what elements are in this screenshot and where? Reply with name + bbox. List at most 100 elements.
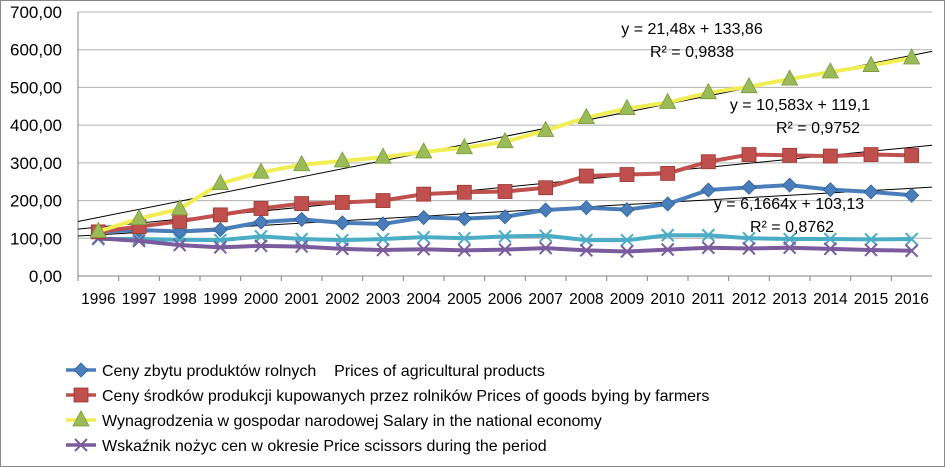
data-point-x — [132, 234, 146, 248]
x-tick-label: 2009 — [610, 291, 644, 308]
legend-label: Ceny zbytu produktów rolnych Prices of a… — [102, 363, 545, 380]
data-point-triangle — [252, 162, 270, 179]
data-point-triangle — [130, 208, 148, 226]
series-2 — [89, 48, 921, 238]
data-point-square — [212, 207, 228, 223]
data-point-triangle — [496, 131, 514, 149]
data-point-triangle — [89, 221, 108, 238]
data-point-square — [863, 147, 879, 162]
trend-equation: y = 6,1664x + 103,13 — [714, 196, 864, 213]
data-point-x — [376, 243, 390, 257]
x-tick-label: 1996 — [81, 291, 115, 308]
y-tick-label: 200,00 — [10, 192, 62, 211]
legend-label: Wskaźnik nożyc cen w okresie Price sciss… — [102, 438, 547, 455]
data-point-diamond — [294, 211, 310, 227]
y-tick-label: 0,00 — [29, 267, 62, 286]
data-point-diamond — [700, 182, 716, 198]
data-point-square — [660, 166, 676, 181]
x-tick-label: 2013 — [772, 291, 806, 308]
legend: Ceny zbytu produktów rolnych Prices of a… — [66, 362, 709, 455]
series-3 — [91, 231, 919, 259]
data-point-x — [172, 238, 187, 252]
data-point-diamond — [497, 209, 513, 225]
x-tick-label: 2000 — [244, 291, 279, 308]
data-point-x — [335, 242, 350, 256]
data-point-x — [742, 241, 756, 256]
data-point-triangle — [618, 98, 636, 115]
x-tick-label: 1999 — [203, 291, 237, 308]
trend-equation: y = 21,48x + 133,86 — [621, 21, 763, 38]
data-point-square — [172, 213, 188, 229]
x-tick-label: 2015 — [854, 291, 888, 308]
data-point-x — [457, 231, 472, 245]
y-tick-label: 100,00 — [10, 229, 62, 248]
series-layer — [89, 48, 921, 259]
x-tick-label: 2012 — [732, 291, 766, 308]
data-point-diamond — [212, 222, 228, 238]
data-point-triangle — [740, 76, 758, 94]
data-point-x — [254, 229, 268, 244]
data-point-square — [456, 184, 472, 200]
data-point-x — [660, 242, 675, 257]
data-point-triangle — [821, 62, 839, 79]
trend-r-squared: R² = 0,9752 — [776, 120, 860, 137]
legend-item: Ceny zbytu produktów rolnych Prices of a… — [66, 362, 545, 380]
data-point-x — [620, 244, 634, 259]
data-point-square — [822, 148, 838, 164]
x-tick-label: 2001 — [284, 291, 318, 308]
x-tick-label: 2004 — [406, 291, 441, 308]
data-point-triangle — [862, 55, 880, 72]
data-point-x — [538, 241, 553, 255]
y-tick-label: 600,00 — [10, 41, 62, 60]
legend-label: Ceny środków produkcji kupowanych przez … — [102, 388, 709, 405]
data-point-diamond — [538, 202, 554, 218]
data-point-x — [742, 231, 756, 245]
data-point-square — [904, 147, 920, 163]
data-point-diamond — [253, 214, 269, 230]
x-tick-label: 2016 — [894, 291, 928, 308]
data-point-x — [457, 243, 472, 258]
data-point-square — [497, 184, 513, 199]
data-point-x — [213, 240, 228, 255]
data-point-x — [538, 228, 553, 243]
data-point-triangle — [211, 173, 229, 191]
data-point-diamond — [456, 211, 472, 227]
data-point-square — [334, 195, 350, 210]
data-point-x — [904, 244, 919, 258]
data-point-x — [498, 229, 512, 244]
x-tick-label: 2014 — [813, 291, 848, 308]
data-point-diamond — [741, 179, 757, 195]
trend-r-squared: R² = 0,8762 — [750, 219, 834, 236]
data-point-diamond — [578, 200, 594, 216]
x-tick-label: 1998 — [162, 291, 196, 308]
data-point-x — [782, 241, 797, 255]
data-point-diamond — [782, 177, 798, 193]
data-point-x — [620, 233, 634, 247]
data-point-triangle — [292, 154, 311, 172]
data-point-square — [253, 201, 269, 216]
data-point-x — [416, 230, 431, 244]
x-tick-label: 2006 — [488, 291, 522, 308]
data-point-triangle — [903, 48, 921, 65]
data-point-diamond — [822, 182, 838, 198]
data-point-x — [376, 232, 390, 246]
y-tick-label: 300,00 — [10, 154, 62, 173]
data-point-diamond — [863, 184, 879, 200]
data-point-x — [294, 239, 309, 254]
data-point-diamond — [416, 209, 432, 226]
data-point-triangle — [414, 142, 433, 159]
legend-item: Wynagrodzenia w gospodar narodowej Salar… — [66, 410, 602, 430]
data-point-square — [294, 196, 310, 211]
data-point-x — [579, 243, 594, 258]
data-point-triangle — [659, 92, 677, 109]
data-point-x — [864, 243, 878, 257]
y-tick-label: 400,00 — [10, 116, 62, 135]
data-point-x — [416, 242, 431, 256]
data-point-x — [823, 242, 838, 256]
data-point-triangle — [171, 199, 189, 216]
y-axis-ticks: 0,00 100,00 200,00 300,00 400,00 500,00 600,00… — [10, 3, 62, 286]
x-tick-label: 2003 — [366, 291, 400, 308]
trend-r-squared: R² = 0,9838 — [650, 44, 734, 61]
data-point-x — [701, 241, 716, 255]
